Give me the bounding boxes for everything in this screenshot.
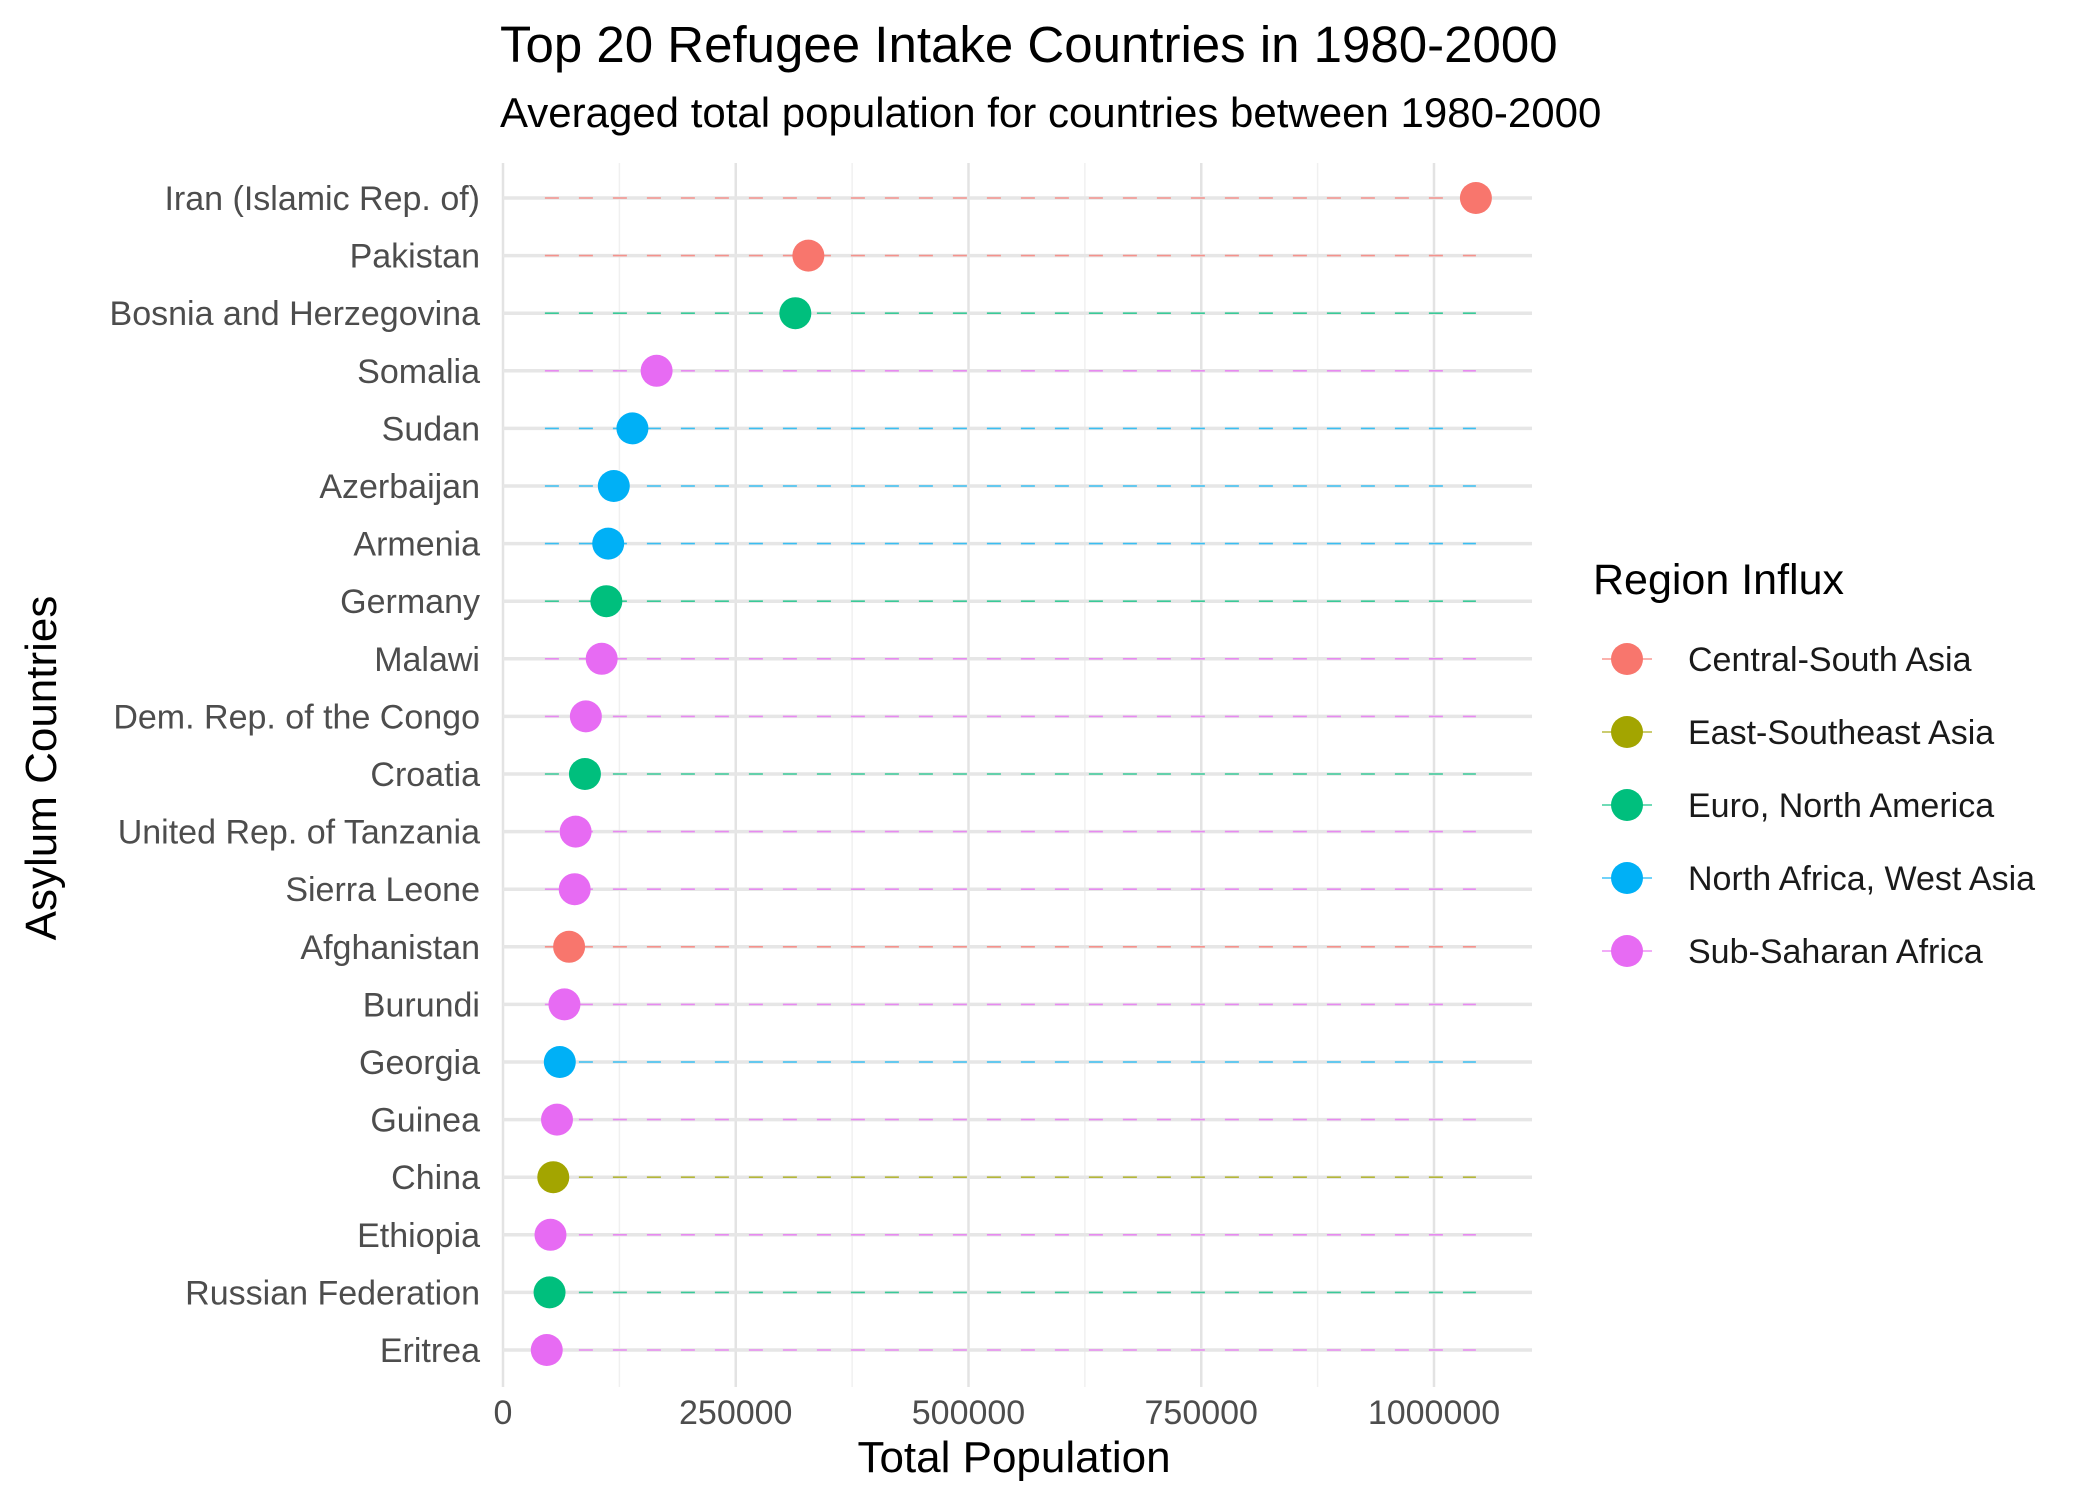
data-point bbox=[590, 585, 623, 618]
y-tick-label: Bosnia and Herzegovina bbox=[110, 295, 481, 333]
data-point bbox=[543, 1046, 576, 1078]
legend-label: Euro, North America bbox=[1688, 787, 1994, 825]
data-point bbox=[597, 470, 630, 502]
grid-layer bbox=[501, 163, 1532, 1387]
x-tick-label: 750000 bbox=[1145, 1394, 1258, 1432]
data-point bbox=[559, 815, 592, 848]
y-tick-label: Pakistan bbox=[350, 238, 480, 276]
y-tick-label: Azerbaijan bbox=[319, 468, 480, 506]
legend-label: Central-South Asia bbox=[1688, 641, 1972, 679]
y-tick-labels: Iran (Islamic Rep. of) Pakistan Bosnia and… bbox=[110, 180, 481, 1370]
legend-label: North Africa, West Asia bbox=[1688, 860, 2035, 898]
legend: Region Influx Central-South Asia East-Sou… bbox=[1593, 556, 2035, 971]
y-tick-label: Armenia bbox=[353, 526, 480, 564]
y-tick-label: Croatia bbox=[370, 756, 480, 794]
legend-key-dot bbox=[1611, 862, 1643, 894]
y-tick-label: China bbox=[391, 1159, 480, 1197]
x-tick-labels: 0 250000 500000 750000 1000000 bbox=[494, 1394, 1501, 1432]
x-tick-label: 250000 bbox=[679, 1394, 792, 1432]
y-tick-label: Germany bbox=[340, 583, 480, 621]
data-point bbox=[537, 1161, 570, 1194]
legend-key-dot bbox=[1611, 789, 1643, 821]
data-point bbox=[585, 642, 618, 675]
y-tick-label: Sudan bbox=[382, 410, 480, 448]
y-tick-label: Iran (Islamic Rep. of) bbox=[164, 180, 480, 218]
data-point bbox=[1459, 182, 1492, 214]
data-point bbox=[569, 700, 602, 733]
data-point bbox=[568, 758, 601, 790]
y-tick-label: Dem. Rep. of the Congo bbox=[113, 698, 480, 736]
legend-key-dot bbox=[1611, 643, 1643, 675]
x-axis-title: Total Population bbox=[857, 1433, 1170, 1482]
y-tick-label: United Rep. of Tanzania bbox=[118, 814, 480, 852]
x-tick-label: 1000000 bbox=[1368, 1394, 1500, 1432]
y-tick-label: Somalia bbox=[357, 353, 480, 391]
legend-key-dot bbox=[1611, 935, 1643, 967]
y-tick-label: Guinea bbox=[370, 1102, 480, 1140]
data-point bbox=[530, 1334, 563, 1366]
y-tick-label: Eritrea bbox=[380, 1332, 480, 1370]
x-tick-label: 500000 bbox=[912, 1394, 1025, 1432]
chart-subtitle: Averaged total population for countries … bbox=[500, 89, 1601, 136]
legend-title: Region Influx bbox=[1593, 556, 1844, 604]
data-point bbox=[592, 527, 625, 560]
y-tick-label: Malawi bbox=[374, 641, 480, 679]
y-tick-label: Ethiopia bbox=[357, 1217, 480, 1255]
x-tick-label: 0 bbox=[494, 1394, 513, 1432]
legend-key-dot bbox=[1611, 716, 1643, 748]
data-point bbox=[779, 297, 812, 330]
data-layer bbox=[530, 182, 1492, 1366]
data-point bbox=[640, 354, 673, 387]
data-point bbox=[540, 1103, 573, 1136]
legend-label: East-Southeast Asia bbox=[1688, 714, 1994, 752]
legend-label: Sub-Saharan Africa bbox=[1688, 933, 1983, 971]
y-tick-label: Afghanistan bbox=[300, 929, 480, 967]
data-point bbox=[558, 873, 591, 906]
y-tick-label: Burundi bbox=[363, 986, 480, 1024]
chart-title: Top 20 Refugee Intake Countries in 1980-… bbox=[500, 16, 1558, 73]
y-tick-label: Russian Federation bbox=[185, 1274, 480, 1312]
data-point bbox=[548, 988, 581, 1021]
data-point bbox=[533, 1276, 566, 1309]
data-point bbox=[792, 239, 825, 272]
data-point bbox=[553, 930, 586, 963]
y-tick-label: Sierra Leone bbox=[285, 871, 480, 909]
y-axis-title: Asylum Countries bbox=[17, 596, 66, 941]
data-point bbox=[616, 412, 649, 445]
data-point bbox=[534, 1218, 567, 1251]
y-tick-label: Georgia bbox=[359, 1044, 480, 1082]
